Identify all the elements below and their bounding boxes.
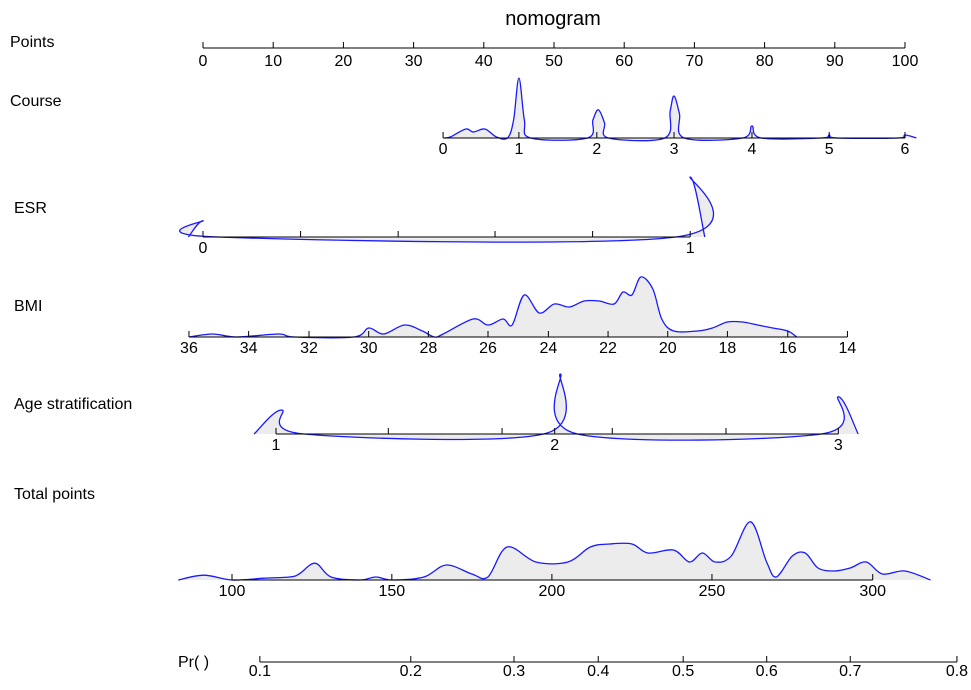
tick-label: 0.3 (503, 663, 525, 680)
tick-label: 2 (592, 141, 601, 158)
tick-label: 30 (360, 340, 378, 357)
tick-label: 6 (901, 141, 910, 158)
tick-label: 2 (550, 437, 559, 454)
tick-label: 100 (892, 53, 919, 70)
tick-label: 28 (419, 340, 437, 357)
tick-label: 0.8 (946, 663, 968, 680)
tick-label: 150 (378, 583, 405, 600)
density-curve (178, 521, 931, 581)
tick-label: 0 (199, 53, 208, 70)
tick-label: 70 (686, 53, 704, 70)
tick-label: 1 (686, 240, 695, 257)
tick-label: 0.6 (756, 663, 778, 680)
tick-label: 5 (825, 141, 834, 158)
tick-label: 10 (264, 53, 282, 70)
tick-label: 16 (779, 340, 797, 357)
row-label: Course (10, 93, 62, 110)
tick-label: 0.4 (587, 663, 609, 680)
tick-label: 18 (718, 340, 736, 357)
row-label: Total points (14, 486, 95, 503)
tick-label: 250 (699, 583, 726, 600)
tick-label: 0 (439, 141, 448, 158)
row-label: Age stratification (14, 396, 132, 413)
tick-label: 26 (479, 340, 497, 357)
tick-label: 20 (335, 53, 353, 70)
tick-label: 24 (539, 340, 557, 357)
tick-label: 1 (272, 437, 281, 454)
density-curve (188, 276, 798, 339)
row-label: Points (10, 34, 54, 51)
chart-title: nomogram (505, 8, 601, 30)
density-area (188, 276, 797, 338)
tick-label: 80 (756, 53, 774, 70)
tick-label: 30 (405, 53, 423, 70)
tick-label: 3 (670, 141, 679, 158)
tick-label: 300 (859, 583, 886, 600)
density-area (178, 521, 931, 581)
row-label: BMI (14, 298, 42, 315)
density-area (179, 177, 714, 243)
row-label: ESR (14, 200, 47, 217)
tick-label: 200 (539, 583, 566, 600)
tick-label: 1 (514, 141, 523, 158)
tick-label: 0.1 (249, 663, 271, 680)
tick-label: 34 (240, 340, 258, 357)
tick-label: 32 (300, 340, 318, 357)
tick-label: 4 (748, 141, 757, 158)
tick-label: 0.5 (672, 663, 694, 680)
tick-label: 20 (659, 340, 677, 357)
tick-label: 22 (599, 340, 617, 357)
tick-label: 0.2 (400, 663, 422, 680)
tick-label: 0.7 (839, 663, 861, 680)
tick-label: 3 (834, 437, 843, 454)
density-curve (179, 176, 715, 243)
row-label: Pr( ) (178, 654, 209, 671)
density-area (254, 374, 859, 441)
tick-label: 36 (180, 340, 198, 357)
tick-label: 14 (839, 340, 857, 357)
tick-label: 0 (199, 240, 208, 257)
tick-label: 60 (615, 53, 633, 70)
tick-label: 90 (826, 53, 844, 70)
density-curve (253, 373, 859, 441)
tick-label: 40 (475, 53, 493, 70)
tick-label: 50 (545, 53, 563, 70)
tick-label: 100 (219, 583, 246, 600)
